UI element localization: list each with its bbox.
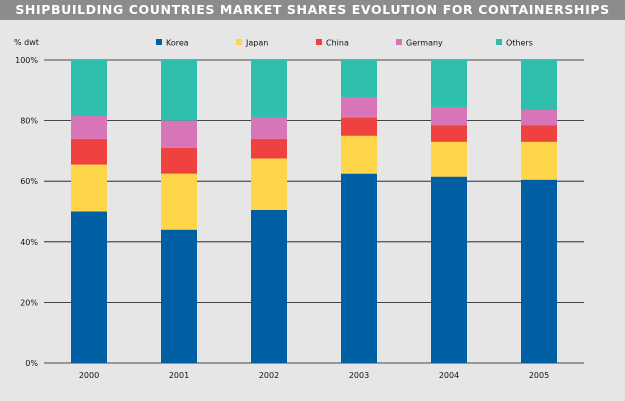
legend-label-germany: Germany [406,39,443,48]
y-axis-unit-label: % dwt [14,38,39,47]
bar-korea-2000 [71,211,107,363]
bar-korea-2002 [251,209,287,363]
bar-china-2000 [71,138,107,165]
bar-others-2004 [431,60,467,107]
bar-germany-2004 [431,106,467,126]
legend-label-china: China [326,39,349,48]
bar-japan-2001 [161,173,197,230]
bar-others-2001 [161,60,197,121]
y-tick-label-100: 100% [15,56,38,65]
bar-japan-2004 [431,141,467,177]
legend-swatch-japan [236,39,242,45]
legend-label-japan: Japan [245,39,268,48]
y-tick-label-0: 0% [25,359,38,368]
x-tick-label-2004: 2004 [439,371,459,380]
bar-germany-2000 [71,116,107,139]
legend-swatch-others [496,39,502,45]
bar-others-2002 [251,60,287,118]
bar-korea-2005 [521,179,557,363]
bar-korea-2004 [431,176,467,363]
x-tick-label-2002: 2002 [259,371,279,380]
bar-korea-2003 [341,173,377,363]
legend: Korea Japan China Germany Others [156,39,533,48]
bar-japan-2003 [341,135,377,174]
bar-germany-2002 [251,117,287,139]
legend-label-korea: Korea [166,39,189,48]
bars-group [71,60,557,363]
y-tick-label-60: 60% [20,177,38,186]
bar-china-2003 [341,117,377,136]
bar-japan-2002 [251,158,287,210]
bar-china-2004 [431,125,467,142]
bar-germany-2003 [341,97,377,118]
bar-china-2005 [521,125,557,142]
y-tick-label-20: 20% [20,298,38,307]
y-tick-label-80: 80% [20,117,38,126]
bar-others-2005 [521,60,557,110]
bar-korea-2001 [161,229,197,363]
chart-title: SHIPBUILDING COUNTRIES MARKET SHARES EVO… [0,0,625,20]
bar-china-2001 [161,147,197,174]
legend-swatch-china [316,39,322,45]
x-tick-labels: 2000 2001 2002 2003 2004 2005 [79,371,549,380]
x-tick-label-2003: 2003 [349,371,369,380]
bar-china-2002 [251,138,287,159]
bar-others-2000 [71,60,107,117]
x-tick-label-2001: 2001 [169,371,189,380]
bar-germany-2001 [161,120,197,148]
bar-japan-2000 [71,164,107,212]
y-tick-label-40: 40% [20,238,38,247]
x-tick-label-2005: 2005 [529,371,549,380]
legend-label-others: Others [506,39,533,48]
grid-lines [44,59,584,364]
legend-swatch-germany [396,39,402,45]
legend-swatch-korea [156,39,162,45]
bar-germany-2005 [521,109,557,126]
x-tick-label-2000: 2000 [79,371,99,380]
bar-others-2003 [341,60,377,98]
bar-japan-2005 [521,141,557,180]
y-tick-labels: 0% 20% 40% 60% 80% 100% [15,56,38,368]
